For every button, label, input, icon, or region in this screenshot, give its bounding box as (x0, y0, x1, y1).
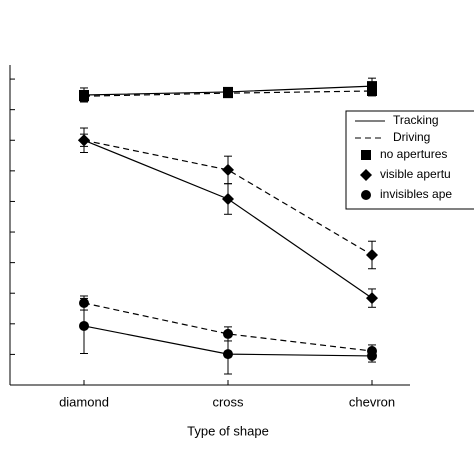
marker (223, 349, 233, 360)
legend-label: Tracking (393, 113, 439, 127)
marker (366, 248, 378, 261)
marker (79, 91, 89, 102)
x-tick-label: diamond (59, 394, 109, 409)
legend-label: visible apertu (380, 167, 451, 181)
x-tick-label: cross (212, 394, 244, 409)
marker (361, 190, 371, 200)
x-axis-label: Type of shape (187, 423, 269, 438)
marker (79, 320, 89, 331)
marker (223, 88, 233, 99)
legend-label: invisibles ape (380, 187, 452, 201)
marker (360, 169, 372, 181)
marker (223, 328, 233, 339)
series-line (83, 302, 373, 352)
legend: Tracking Driving no apertures visible apert… (345, 110, 474, 210)
marker (78, 134, 90, 147)
marker (367, 86, 377, 97)
legend-label: no apertures (380, 147, 447, 161)
marker (366, 292, 378, 305)
marker (79, 298, 89, 309)
marker (222, 192, 234, 205)
marker (361, 150, 371, 160)
legend-label: Driving (393, 130, 430, 144)
marker (222, 163, 234, 176)
x-tick-label: chevron (349, 394, 395, 409)
marker (367, 346, 377, 357)
